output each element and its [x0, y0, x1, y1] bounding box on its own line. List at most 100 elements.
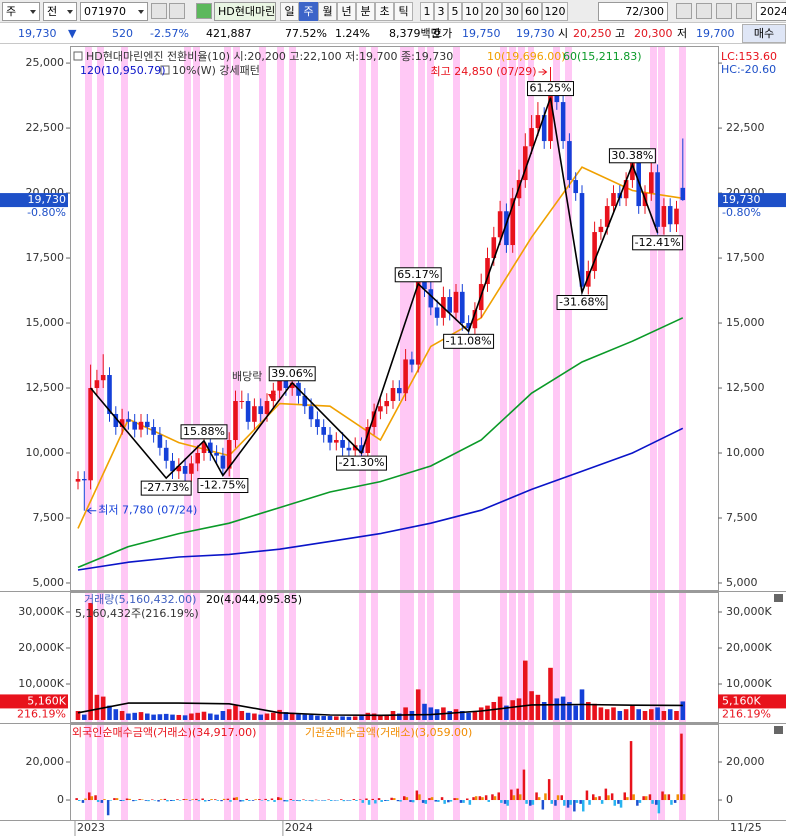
- stripe: [500, 46, 507, 820]
- code-input[interactable]: 071970: [80, 2, 148, 21]
- interval-button[interactable]: 30: [502, 2, 522, 21]
- flow-bar: [456, 798, 459, 801]
- flow-bar: [415, 790, 419, 801]
- candle-body: [560, 102, 566, 142]
- flow-bar: [607, 795, 610, 801]
- flow-bar: [323, 800, 327, 801]
- candle-body: [132, 421, 137, 430]
- candle-body: [409, 359, 415, 365]
- flow-bar: [682, 794, 686, 801]
- flow-bar: [421, 800, 425, 803]
- volume-bar: [151, 714, 156, 720]
- count: 72: [625, 5, 640, 18]
- volume-bar: [176, 714, 182, 720]
- flow-bar: [437, 800, 440, 802]
- volume-bar: [182, 715, 188, 720]
- sound-icon[interactable]: [169, 3, 185, 19]
- date: 2024/: [760, 5, 786, 18]
- timeframe-button[interactable]: 년: [337, 2, 356, 21]
- close-pane-button[interactable]: [774, 594, 783, 602]
- volume-bar: [233, 705, 238, 720]
- last-volume-tag: [718, 694, 786, 709]
- candle-body: [239, 401, 245, 403]
- volume-bar: [359, 716, 364, 720]
- last-price-tag: [718, 193, 786, 208]
- flow-bar: [277, 797, 280, 801]
- dropdown-arrow: [138, 10, 144, 14]
- flow-bar: [352, 799, 356, 801]
- timeframe-button[interactable]: 주: [299, 2, 318, 21]
- volume-bar: [132, 712, 137, 720]
- print-icon[interactable]: [716, 3, 732, 19]
- volume-bar: [535, 694, 541, 720]
- zigzag-label-box: [336, 455, 387, 471]
- volume-bar: [189, 713, 194, 720]
- timeframe-button[interactable]: 월: [318, 2, 337, 21]
- stripe: [400, 46, 407, 820]
- volume-bar: [460, 711, 465, 720]
- tool-icon[interactable]: [696, 3, 712, 19]
- new-icon[interactable]: [196, 3, 212, 19]
- search-icon[interactable]: [151, 3, 167, 19]
- scope-select[interactable]: 전: [43, 2, 77, 21]
- buy-button[interactable]: 매수: [742, 24, 786, 43]
- flow-bar: [258, 799, 261, 801]
- candle-body: [88, 388, 93, 481]
- volume-bar: [592, 703, 597, 720]
- flow-bar: [418, 794, 421, 801]
- flow-bar: [308, 800, 311, 801]
- tool-icon[interactable]: [676, 3, 692, 19]
- volume-bar: [126, 713, 131, 720]
- flow-bar: [214, 799, 217, 801]
- turnover: 1.24%: [335, 27, 370, 40]
- flow-bar: [374, 800, 377, 804]
- candle-body: [598, 226, 604, 233]
- date-input[interactable]: 2024/: [756, 2, 786, 21]
- interval-button[interactable]: 20: [482, 2, 502, 21]
- period-select[interactable]: 주: [2, 2, 40, 21]
- flow-bar: [588, 800, 591, 805]
- count-input[interactable]: 72/300: [598, 2, 668, 21]
- interval-button[interactable]: 60: [522, 2, 542, 21]
- volume-bar: [75, 711, 81, 720]
- stripe: [407, 46, 414, 820]
- flow-bar: [96, 800, 100, 802]
- flow-bar: [380, 800, 383, 802]
- lc-label: LC:153.60: [721, 50, 777, 63]
- close-pane-button[interactable]: [774, 726, 783, 734]
- volume-bar: [548, 667, 553, 720]
- flow-bar: [525, 800, 528, 804]
- timeframe-button[interactable]: 분: [356, 2, 375, 21]
- timeframe-button[interactable]: 일: [280, 2, 299, 21]
- interval-button[interactable]: 10: [462, 2, 482, 21]
- flow-bar: [661, 791, 664, 801]
- y-tick-label: 12,500: [26, 381, 65, 394]
- bid: 19,730: [516, 27, 555, 40]
- interval-button[interactable]: 5: [448, 2, 462, 21]
- volume-bar: [82, 714, 87, 720]
- candle-body: [94, 380, 100, 389]
- candle-body: [661, 206, 667, 227]
- volume-bar: [447, 711, 452, 720]
- timeframe-button[interactable]: 초: [375, 2, 394, 21]
- price-pane-frame: [70, 46, 719, 591]
- flow-bar: [393, 798, 396, 801]
- timeframe-button[interactable]: 틱: [394, 2, 413, 21]
- flow-bar: [172, 800, 175, 801]
- flow-bar: [182, 799, 185, 801]
- flow-bar: [270, 798, 274, 801]
- volume-bar: [113, 709, 119, 720]
- settings-icon[interactable]: [736, 3, 752, 19]
- flow-bar: [207, 800, 211, 801]
- flow-bar: [283, 800, 286, 802]
- zigzag-label: 15.88%: [183, 425, 225, 438]
- stripe: [224, 46, 231, 820]
- candle-body: [504, 211, 509, 246]
- flow-bar: [468, 800, 472, 805]
- volume-bar: [352, 716, 358, 720]
- interval-button[interactable]: 1: [420, 2, 434, 21]
- interval-button[interactable]: 3: [434, 2, 448, 21]
- flow-bar: [125, 798, 129, 801]
- flow-bar: [153, 800, 157, 801]
- interval-button[interactable]: 120: [542, 2, 568, 21]
